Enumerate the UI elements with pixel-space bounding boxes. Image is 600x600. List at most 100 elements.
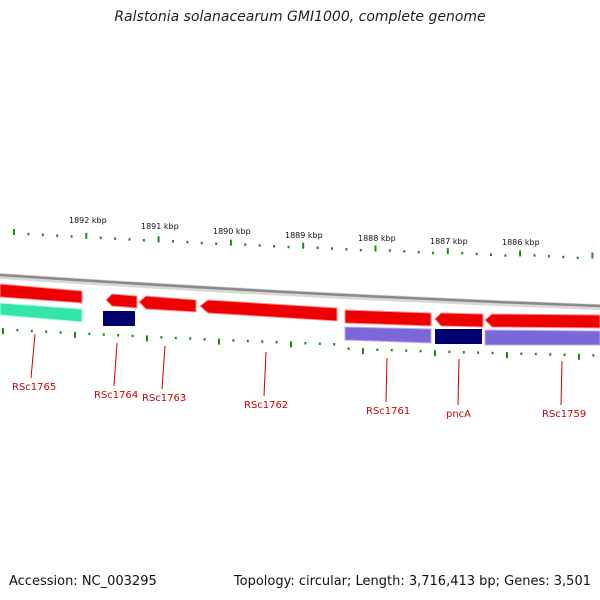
gene-feature-rsc1764[interactable] bbox=[103, 311, 135, 326]
scale-label-1892: 1892 kbp bbox=[69, 216, 107, 225]
inner-minor-tick bbox=[491, 351, 494, 355]
gene-feature-rsc1759[interactable] bbox=[484, 313, 600, 329]
gene-feature-rsc1762[interactable] bbox=[199, 299, 338, 322]
inner-minor-tick bbox=[131, 334, 134, 338]
inner-minor-tick bbox=[261, 340, 264, 343]
outer-scale-dots bbox=[27, 232, 579, 260]
gene-feature-rsc1763[interactable] bbox=[138, 295, 197, 313]
gene-label-rsc1764[interactable]: RSc1764 bbox=[94, 390, 138, 401]
inner-minor-tick bbox=[333, 343, 336, 346]
outer-minor-tick bbox=[287, 245, 290, 249]
inner-minor-tick bbox=[376, 348, 379, 351]
outer-minor-tick bbox=[345, 248, 348, 251]
outer-minor-tick bbox=[403, 250, 406, 253]
outer-major-tick bbox=[302, 242, 305, 249]
inner-minor-tick bbox=[16, 328, 19, 332]
inner-minor-tick bbox=[390, 348, 393, 352]
outer-minor-tick bbox=[417, 250, 420, 254]
inner-minor-tick bbox=[88, 332, 91, 336]
inner-minor-tick bbox=[30, 329, 33, 333]
inner-minor-tick bbox=[462, 351, 465, 354]
inner-major-tick bbox=[506, 352, 508, 359]
gene-label-pnca[interactable]: pncA bbox=[446, 409, 471, 420]
gene-labels: RSc1765 RSc1764 RSc1763 RSc1762 RSc1761 … bbox=[12, 333, 586, 420]
outer-minor-tick bbox=[258, 244, 261, 247]
inner-major-tick bbox=[290, 341, 292, 348]
accession-text: Accession: NC_003295 bbox=[9, 574, 157, 589]
outer-major-tick bbox=[591, 252, 594, 259]
outer-major-tick bbox=[85, 232, 88, 239]
outer-scale-major-ticks bbox=[13, 229, 594, 259]
outer-minor-tick bbox=[504, 254, 507, 257]
inner-scale-dots bbox=[2, 328, 595, 360]
scale-label-1887: 1887 kbp bbox=[430, 237, 468, 246]
genome-summary-text: Topology: circular; Length: 3,716,413 bp… bbox=[233, 574, 591, 589]
inner-minor-tick bbox=[117, 334, 120, 337]
outer-minor-tick bbox=[316, 246, 319, 249]
inner-major-tick bbox=[146, 335, 148, 342]
inner-minor-tick bbox=[520, 352, 523, 355]
outer-minor-tick bbox=[331, 247, 333, 250]
outer-minor-tick bbox=[461, 251, 464, 255]
inner-minor-tick bbox=[160, 336, 163, 339]
inner-minor-tick bbox=[477, 351, 480, 354]
scale-label-1890: 1890 kbp bbox=[213, 227, 251, 236]
inner-major-tick bbox=[218, 338, 220, 345]
inner-minor-tick bbox=[448, 350, 451, 354]
leader-line-rsc1764 bbox=[113, 342, 118, 387]
outer-minor-tick bbox=[142, 239, 145, 242]
outer-minor-tick bbox=[172, 240, 174, 243]
gene-label-rsc1765[interactable]: RSc1765 bbox=[12, 382, 56, 393]
reverse-strand-genes bbox=[0, 283, 600, 329]
outer-major-tick bbox=[519, 250, 522, 257]
gene-feature-rsc1765[interactable] bbox=[0, 283, 83, 304]
gene-label-rsc1763[interactable]: RSc1763 bbox=[142, 393, 186, 404]
inner-minor-tick bbox=[419, 349, 422, 353]
inner-minor-tick bbox=[59, 331, 62, 334]
outer-minor-tick bbox=[490, 253, 492, 256]
outer-minor-tick bbox=[200, 241, 203, 245]
outer-minor-tick bbox=[56, 234, 59, 237]
gene-feature-rsc1764-upper[interactable] bbox=[105, 293, 138, 309]
outer-major-tick bbox=[229, 239, 232, 246]
outer-major-tick bbox=[446, 248, 449, 255]
outer-minor-tick bbox=[41, 233, 44, 237]
inner-major-tick bbox=[2, 328, 4, 335]
gene-feature-pnca-upper[interactable] bbox=[434, 312, 484, 328]
outer-minor-tick bbox=[70, 235, 73, 238]
inner-minor-tick bbox=[304, 342, 307, 345]
inner-major-tick bbox=[74, 331, 76, 338]
scale-kbp-labels: 1892 kbp 1891 kbp 1890 kbp 1889 kbp 1888… bbox=[69, 216, 540, 247]
gene-feature-lavender-1[interactable] bbox=[344, 326, 432, 344]
leader-line-rsc1759 bbox=[560, 360, 563, 406]
gene-feature-lavender-2[interactable] bbox=[484, 329, 600, 346]
gene-label-rsc1759[interactable]: RSc1759 bbox=[542, 409, 586, 420]
gene-feature-rsc1761[interactable] bbox=[344, 309, 432, 327]
leader-line-rsc1763 bbox=[161, 345, 166, 390]
outer-major-tick bbox=[13, 229, 15, 235]
gene-label-rsc1762[interactable]: RSc1762 bbox=[244, 400, 288, 411]
genome-title: Ralstonia solanacearum GMI1000, complete… bbox=[114, 9, 486, 25]
inner-minor-tick bbox=[174, 336, 177, 340]
outer-minor-tick bbox=[114, 237, 117, 240]
scale-label-1888: 1888 kbp bbox=[358, 234, 396, 243]
leader-line-pnca bbox=[457, 358, 460, 406]
inner-minor-tick bbox=[592, 354, 595, 357]
outer-major-tick bbox=[374, 245, 377, 252]
outer-minor-tick bbox=[27, 232, 30, 236]
gene-feature-teal[interactable] bbox=[0, 302, 83, 323]
gene-label-rsc1761[interactable]: RSc1761 bbox=[366, 406, 410, 417]
outer-minor-tick bbox=[388, 249, 391, 252]
inner-minor-tick bbox=[318, 342, 321, 345]
inner-minor-tick bbox=[347, 347, 350, 350]
scale-label-1891: 1891 kbp bbox=[141, 222, 179, 231]
inner-minor-tick bbox=[232, 339, 235, 342]
leader-line-rsc1765 bbox=[30, 333, 36, 379]
outer-minor-tick bbox=[128, 238, 131, 241]
gene-feature-pnca[interactable] bbox=[435, 329, 482, 344]
rna-features bbox=[0, 302, 600, 346]
leader-line-rsc1761 bbox=[385, 357, 388, 403]
inner-minor-tick bbox=[102, 333, 105, 336]
outer-minor-tick bbox=[576, 256, 579, 260]
